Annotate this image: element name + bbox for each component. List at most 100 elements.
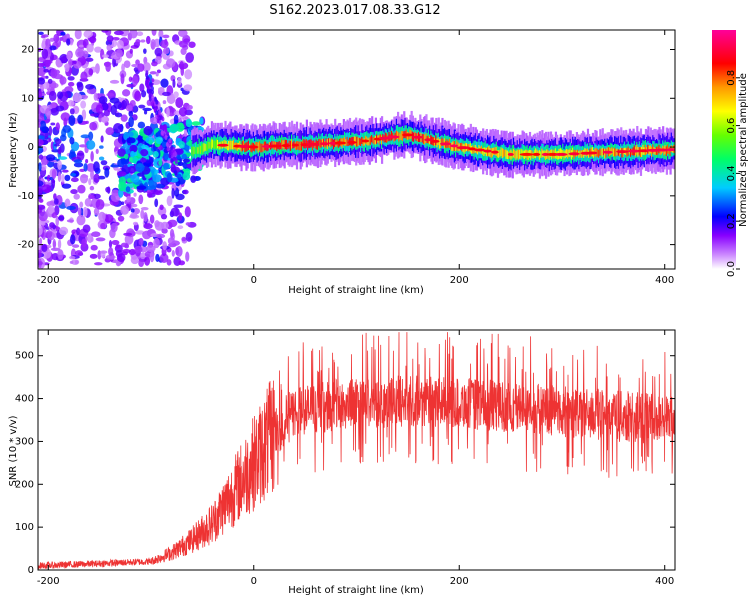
spectrogram-noise-blob: [67, 76, 75, 81]
spectrogram-noise-blob: [75, 48, 84, 58]
spectrogram-ridge-peak: [319, 142, 330, 146]
spectrogram-noise-blob: [38, 154, 44, 160]
spectrogram-transition-blob: [125, 186, 131, 193]
spectrogram-noise-blob: [121, 63, 125, 72]
spectrogram-streak-blob: [146, 84, 150, 90]
spectrogram-ridge-cell: [373, 137, 376, 145]
spectrogram-ridge-peak: [638, 149, 650, 153]
spectrogram-noise-blob: [67, 99, 75, 107]
spectrogram-ridge-peak: [602, 150, 613, 154]
spectrogram-transition-blob: [129, 144, 138, 153]
spectrogram-noise-blob: [73, 159, 83, 164]
spectrogram-transition-blob: [182, 158, 190, 163]
spectrogram-ridge-cell: [422, 133, 426, 144]
spectrogram-noise-blob: [123, 232, 133, 236]
spectrogram-ridge-peak: [507, 152, 514, 156]
spectrogram-noise-blob: [136, 31, 144, 37]
spectrogram-ridge-cell: [198, 143, 201, 153]
spectrogram-noise-blob: [116, 39, 124, 49]
spectrogram-noise-blob: [100, 222, 106, 229]
spectrogram-noise-blob: [178, 30, 188, 37]
spectrogram-ridge-cell: [193, 146, 196, 155]
spectrogram-noise-blob: [135, 59, 140, 66]
spectrogram-noise-blob: [177, 77, 182, 86]
spectrogram-noise-blob: [185, 232, 193, 242]
spectrogram-ridge-cell: [665, 146, 668, 157]
spectrogram-ridge-peak: [281, 144, 291, 148]
spectrogram-noise-blob: [90, 244, 98, 251]
spectrogram-noise-blob: [160, 78, 169, 88]
spectrogram-noise-blob: [61, 183, 72, 189]
spectrogram-ridge-cell: [355, 136, 358, 147]
spectrogram-streak-blob: [172, 146, 176, 152]
spectrogram-ridge-cell: [203, 143, 206, 152]
spectrogram-noise-blob: [128, 116, 134, 128]
spectrogram-noise-blob: [40, 34, 46, 39]
spectrogram-ridge-cell: [357, 137, 360, 147]
spectrogram-ridge-cell: [505, 149, 508, 159]
spectrogram-ridge-cell: [565, 149, 569, 158]
spectrogram-ridge-peak: [616, 150, 629, 154]
spectrogram-noise-blob: [79, 168, 86, 172]
spectrogram-streak-blob: [170, 158, 174, 164]
spectrogram-streak-blob: [161, 125, 165, 131]
spectrogram-ridge-cell: [192, 146, 195, 157]
snr-y-label: SNR (10 * v/v): [8, 415, 19, 486]
spectrogram-noise-blob: [149, 71, 157, 75]
spectrogram-noise-blob: [132, 221, 139, 226]
spectrogram-noise-blob: [185, 222, 191, 226]
spectrogram-ridge-cell: [611, 146, 614, 155]
spectrogram-noise-blob: [38, 224, 43, 236]
spectrogram-noise-blob: [38, 138, 44, 147]
spectrogram-ridge-cell: [516, 149, 519, 159]
spectrogram-x-tick-label: 0: [251, 275, 257, 286]
spectrogram-ridge-cell: [200, 144, 204, 153]
spectrogram-ridge-peak: [430, 139, 440, 143]
spectrogram-ridge-peak: [334, 141, 347, 145]
spectrogram-transition-blob: [152, 151, 159, 158]
spectrogram-noise-blob: [104, 214, 114, 223]
spectrogram-transition-blob: [147, 180, 154, 186]
spectrogram-noise-blob: [42, 59, 53, 65]
spectrogram-noise-blob: [83, 163, 88, 172]
spectrogram-noise-blob: [72, 244, 80, 248]
spectrogram-noise-blob: [38, 204, 46, 210]
spectrogram-noise-blob: [123, 60, 131, 68]
spectrogram-ridge-peak: [217, 143, 229, 147]
spectrogram-noise-blob: [178, 40, 188, 48]
spectrogram-noise-blob: [54, 138, 62, 145]
spectrogram-noise-blob: [172, 79, 176, 88]
spectrogram-noise-blob: [173, 204, 184, 208]
spectrogram-axes: -200 0 200 400 -20 -10 0 10 20: [18, 30, 675, 286]
spectrogram-ridge-cell: [316, 140, 320, 150]
spectrogram-noise-blob: [155, 253, 160, 262]
colorbar: [712, 30, 736, 269]
spectrogram-noise-blob: [38, 67, 46, 77]
spectrogram-noise-blob: [98, 156, 105, 161]
spectrogram-noise-blob: [47, 204, 55, 215]
spectrogram-transition-blob: [143, 125, 153, 136]
spectrogram-noise-blob: [76, 214, 86, 226]
spectrogram-noise-blob: [49, 45, 57, 51]
spectrogram-noise-blob: [126, 195, 131, 203]
spectrogram-transition-blob: [158, 159, 163, 167]
spectrogram-ridge-cell: [231, 140, 234, 150]
spectrogram-noise-blob: [151, 30, 157, 36]
spectrogram-ridge-cell: [630, 148, 633, 157]
spectrogram-transition-blob: [128, 165, 137, 174]
spectrogram-noise-blob: [181, 236, 187, 242]
spectrogram-noise-blob: [49, 102, 57, 109]
spectrogram-noise-blob: [94, 46, 102, 53]
spectrogram-streak-blob: [151, 95, 155, 101]
spectrogram-ridge-peak: [291, 143, 299, 147]
spectrogram-noise-blob: [129, 30, 138, 39]
snr-x-tick-label: 200: [450, 576, 469, 587]
spectrogram-noise-blob: [162, 34, 170, 39]
spectrogram-noise-blob: [50, 122, 56, 126]
spectrogram-streak-blob: [168, 138, 172, 144]
spectrogram-ridge-cell: [615, 149, 618, 157]
spectrogram-ridge-cell: [368, 137, 371, 146]
spectrogram-noise-blob: [178, 107, 188, 117]
